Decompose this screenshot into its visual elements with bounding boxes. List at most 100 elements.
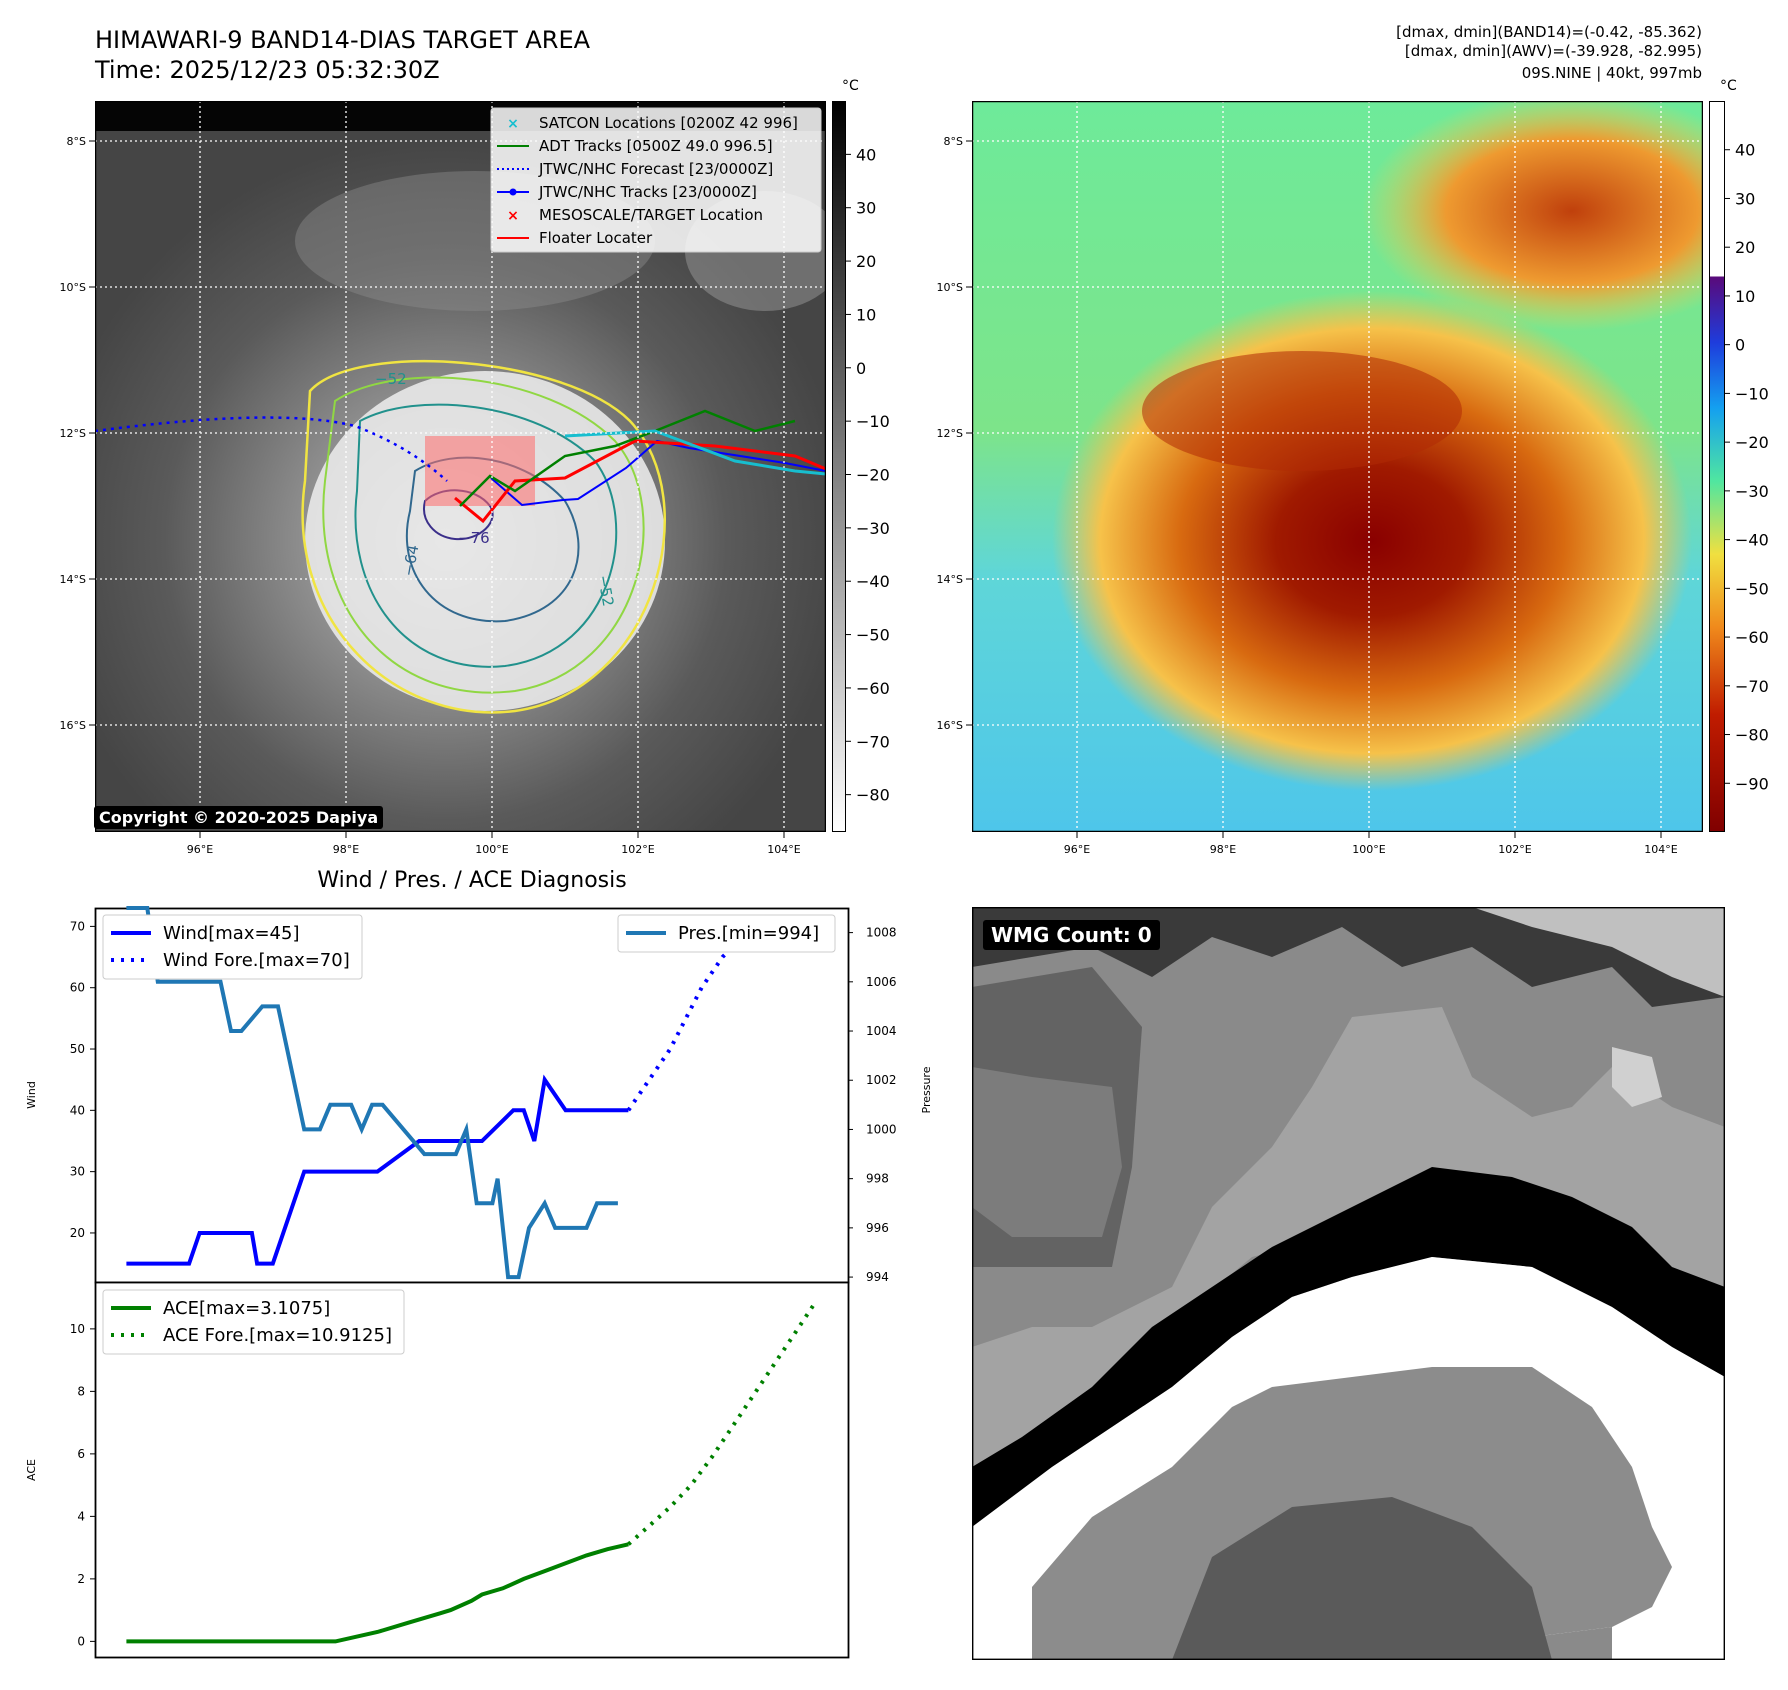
svg-text:SATCON Locations [0200Z 42 996: SATCON Locations [0200Z 42 996] (539, 114, 798, 132)
ir-colorbar-unit: °C (842, 78, 859, 94)
ir-contour-label: −52 (594, 574, 617, 608)
awv-frame (972, 101, 1703, 832)
svg-text:JTWC/NHC Tracks [23/0000Z]: JTWC/NHC Tracks [23/0000Z] (538, 183, 757, 201)
ir-legend-entry: JTWC/NHC Forecast [23/0000Z] (497, 160, 773, 178)
ace-tick-label: 4 (77, 1509, 85, 1523)
awv-colorbar-unit: °C (1720, 78, 1737, 94)
ir-legend-entry: Floater Locater (497, 229, 653, 247)
lat-tick-label: 12°S (60, 427, 86, 440)
colorbar-tick-label: −30 (1735, 482, 1769, 501)
pressure-axis-label: Pressure (920, 1066, 930, 1113)
colorbar-tick-label: −40 (1735, 531, 1769, 550)
colorbar-tick-label: −60 (1735, 628, 1769, 647)
colorbar-tick-label: 20 (856, 252, 876, 271)
ir-contour-label: −76 (458, 529, 490, 547)
awv-gridlines (972, 101, 1703, 832)
pressure-tick-label: 1002 (866, 1073, 897, 1087)
lat-tick-label: 10°S (60, 281, 86, 294)
ir-gridlines (95, 101, 826, 832)
lat-tick-label: 16°S (60, 719, 86, 732)
wmg-map (972, 907, 1725, 1660)
wmg-frame (972, 907, 1725, 1660)
wmg-dark-left (972, 967, 1142, 1267)
awv-map (972, 101, 1703, 832)
chart-legend (102, 914, 363, 980)
pressure-tick-label: 996 (866, 1221, 889, 1235)
colorbar-tick-label: −40 (856, 572, 890, 591)
ace-tick-label: 10 (70, 1322, 85, 1336)
svg-text:Floater Locater: Floater Locater (539, 229, 653, 247)
pressure-tick-label: 1004 (866, 1024, 897, 1038)
lat-tick-label: 14°S (937, 573, 963, 586)
jtwc-track (490, 439, 826, 507)
colorbar-tick-label: −20 (856, 466, 890, 485)
diagnosis-chart: Wind / Pres. / ACE Diagnosis Wind Pressu… (25, 868, 930, 1659)
pressure-tick-label: 1008 (866, 926, 897, 940)
wmg-count-badge: WMG Count: 0 (983, 920, 1160, 950)
colorbar-tick-label: 40 (856, 145, 876, 164)
windseries-line (126, 1074, 629, 1266)
legend-entry-label: Wind Fore.[max=70] (163, 950, 350, 971)
colorbar-tick-label: −30 (856, 519, 890, 538)
colorbar-tick-label: −70 (856, 732, 890, 751)
colorbar-tick-label: −90 (1735, 774, 1769, 793)
ir-legend-entry: × SATCON Locations [0200Z 42 996] (507, 114, 798, 132)
lon-tick-label: 102°E (621, 843, 654, 856)
colorbar-tick-label: −80 (856, 786, 890, 805)
pressure-tick-label: 998 (866, 1172, 889, 1186)
wmg-black-ring (972, 1167, 1725, 1527)
info-line-2: [dmax, dmin](AWV)=(-39.928, -82.995) (1404, 42, 1702, 60)
ir-contour-teal (354, 403, 618, 668)
colorbar-tick-label: 0 (856, 359, 866, 378)
ace-tick-label: 0 (77, 1634, 85, 1648)
wind-tick-label: 50 (70, 1042, 85, 1056)
lat-tick-label: 8°S (944, 135, 963, 148)
colorbar-tick-label: −70 (1735, 677, 1769, 696)
wind-tick-label: 20 (70, 1226, 85, 1240)
ir-contour-green (322, 376, 645, 694)
wind-tick-label: 40 (70, 1103, 85, 1117)
ir-contour-label: −64 (399, 543, 422, 577)
colorbar-tick-label: −20 (1735, 433, 1769, 452)
pressure-tick-label: 1000 (866, 1122, 897, 1136)
title-line-2: Time: 2025/12/23 05:32:30Z (95, 56, 440, 84)
wind-tick-label: 30 (70, 1165, 85, 1179)
lat-tick-label: 16°S (937, 719, 963, 732)
awv-colorbar (1709, 101, 1725, 832)
lon-tick-label: 96°E (187, 843, 213, 856)
target-area-box (425, 436, 535, 506)
colorbar-tick-label: 10 (1735, 287, 1755, 306)
ace-tick-label: 2 (77, 1572, 85, 1586)
wmg-dark-top (972, 907, 1725, 1007)
lon-tick-label: 102°E (1498, 843, 1531, 856)
lat-tick-label: 10°S (937, 281, 963, 294)
wmg-mid-band (972, 1007, 1725, 1497)
wind-tick-label: 70 (70, 919, 85, 933)
legend-entry-label: ACE[max=3.1075] (163, 1298, 330, 1319)
wind-fore-series-line (626, 924, 817, 1112)
legend-entry-label: ACE Fore.[max=10.9125] (163, 1325, 392, 1346)
colorbar-tick-label: 20 (1735, 238, 1755, 257)
lon-tick-label: 98°E (333, 843, 359, 856)
wind-tick-label: 60 (70, 981, 85, 995)
colorbar-tick-label: −50 (856, 626, 890, 645)
ace-tick-label: 6 (77, 1447, 85, 1461)
chart-legend (617, 914, 836, 953)
colorbar-tick-label: −10 (1735, 384, 1769, 403)
lat-tick-label: 12°S (937, 427, 963, 440)
ir-legend-entry: ADT Tracks [0500Z 49.0 996.5] (497, 137, 773, 155)
colorbar-tick-label: −10 (856, 412, 890, 431)
legend-entry-label: Pres.[min=994] (678, 923, 819, 944)
ir-contour-yellow (301, 359, 667, 714)
lon-tick-label: 104°E (1644, 843, 1677, 856)
wmg-light-top-right (1402, 907, 1725, 997)
ir-frame (95, 101, 826, 832)
svg-text:×: × (507, 208, 519, 224)
lon-tick-label: 100°E (1352, 843, 1385, 856)
lat-tick-label: 8°S (67, 135, 86, 148)
svg-text:×: × (507, 116, 519, 132)
chart-legend (102, 1289, 405, 1355)
colorbar-tick-label: −50 (1735, 579, 1769, 598)
ir-legend-entry: JTWC/NHC Tracks [23/0000Z] (497, 183, 757, 201)
title-line-1: HIMAWARI-9 BAND14-DIAS TARGET AREA (95, 26, 591, 54)
